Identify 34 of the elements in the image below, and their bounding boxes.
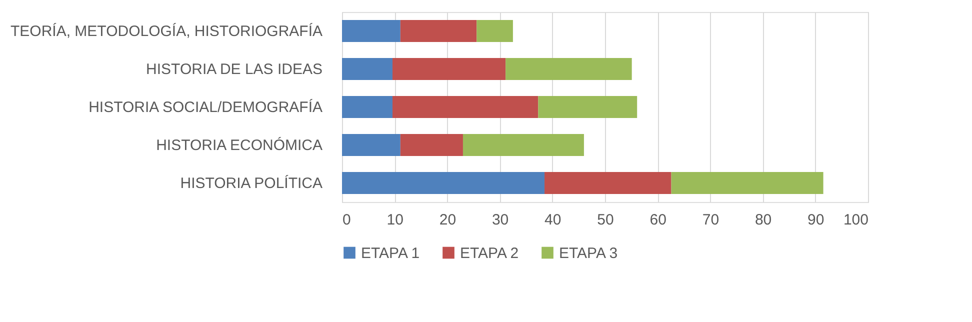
x-tick-label: 30 (492, 212, 509, 228)
x-tick-label: 0 (342, 212, 351, 228)
bar (342, 58, 392, 80)
bar (544, 172, 672, 194)
x-tick-label: 70 (702, 212, 720, 228)
y-tick-label: HISTORIA POLÍTICA (180, 174, 322, 192)
y-tick-label: HISTORIA DE LAS IDEAS (146, 61, 322, 78)
bar (400, 20, 477, 42)
x-tick-label: 40 (544, 212, 562, 228)
legend-label: ETAPA 2 (460, 244, 519, 262)
x-tick-label: 60 (650, 212, 666, 228)
bar (538, 96, 638, 118)
bar (342, 134, 400, 156)
x-tick-label: 80 (754, 212, 772, 228)
bar (476, 20, 513, 42)
bar (392, 96, 538, 118)
bar (671, 172, 824, 194)
legend-label: ETAPA 1 (361, 244, 420, 262)
x-tick-label: 90 (808, 212, 824, 228)
y-tick-label: HISTORIA ECONÓMICA (156, 136, 322, 154)
bar (400, 134, 463, 156)
x-tick-label: 50 (597, 212, 614, 228)
y-tick-label: HISTORIA SOCIAL/DEMOGRAFÍA (88, 98, 322, 116)
bar (342, 20, 400, 42)
legend-label: ETAPA 3 (559, 244, 618, 262)
x-tick-label: 10 (386, 212, 404, 228)
bar (506, 58, 632, 80)
bar (342, 96, 392, 118)
bar (462, 134, 584, 156)
x-tick-label: 100 (843, 212, 868, 228)
bar (392, 58, 506, 80)
x-tick-label: 20 (439, 212, 456, 228)
bar (342, 172, 545, 194)
y-tick-label: TEORÍA, METODOLOGÍA, HISTORIOGRAFÍA (10, 22, 322, 40)
